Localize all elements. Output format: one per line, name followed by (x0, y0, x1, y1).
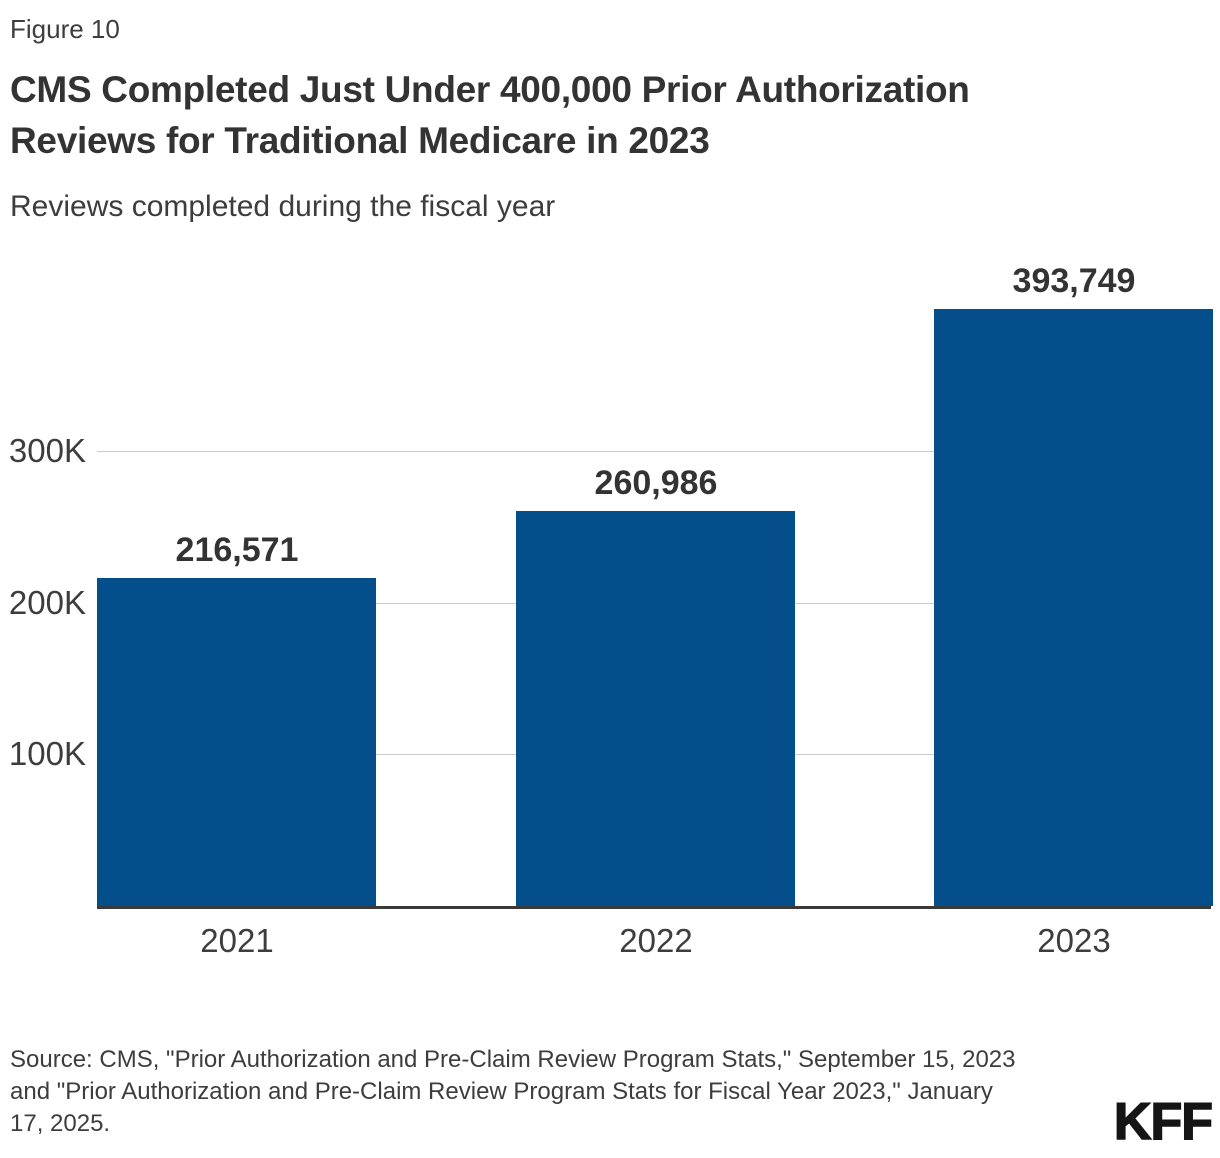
figure-label: Figure 10 (10, 14, 120, 44)
value-label-2022: 260,986 (594, 464, 718, 502)
x-axis-label-2022: 2022 (619, 922, 693, 959)
chart-title-line-1: CMS Completed Just Under 400,000 Prior A… (10, 69, 970, 110)
source-note: Source: CMS, "Prior Authorization and Pr… (10, 1044, 1110, 1140)
source-note-line-3: 17, 2025. (10, 1110, 111, 1137)
y-tick-label-300k: 300K (8, 432, 86, 469)
y-tick-label-200k: 200K (8, 584, 86, 621)
y-tick-label-100k: 100K (8, 735, 86, 772)
chart-subtitle: Reviews completed during the fiscal year (10, 190, 556, 223)
gridline-300k (97, 451, 1211, 452)
source-note-line-2: and "Prior Authorization and Pre-Claim R… (10, 1078, 993, 1105)
kff-logo: KFF (1113, 1093, 1214, 1151)
x-axis-line (97, 906, 1211, 909)
bar-2021[interactable] (97, 578, 376, 906)
chart-title: CMS Completed Just Under 400,000 Prior A… (10, 64, 970, 166)
bar-2023[interactable] (934, 309, 1213, 906)
x-axis-label-2023: 2023 (1037, 922, 1111, 959)
bar-2022[interactable] (516, 511, 795, 906)
source-note-line-1: Source: CMS, "Prior Authorization and Pr… (10, 1046, 1016, 1073)
value-label-2021: 216,571 (175, 531, 299, 569)
value-label-2023: 393,749 (1012, 262, 1136, 300)
x-axis-label-2021: 2021 (200, 922, 274, 959)
chart-title-line-2: Reviews for Traditional Medicare in 2023 (10, 120, 710, 161)
